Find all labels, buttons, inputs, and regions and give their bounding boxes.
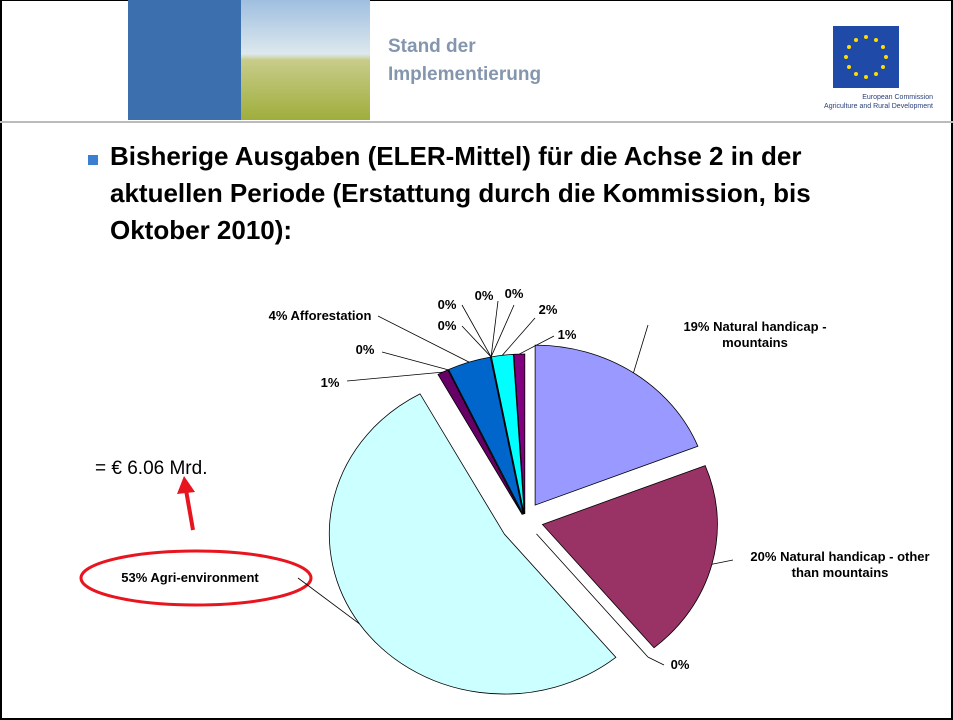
leader-line: [711, 559, 734, 565]
slice-label: 2%: [539, 302, 558, 318]
leader-line: [490, 300, 499, 357]
arrow-head: [177, 476, 195, 494]
annotation: = € 6.06 Mrd.: [95, 458, 208, 479]
value-label: 1%: [557, 327, 577, 342]
leader-line: [502, 317, 536, 356]
pie-slice: [448, 356, 524, 515]
value-label: 53%: [121, 570, 148, 585]
header-title: Implementierung: [388, 64, 541, 85]
slice-label: 0%: [356, 342, 375, 358]
category-label: Natural handicap - mountains: [713, 319, 827, 350]
pie-slice: [534, 344, 699, 506]
value-label: 0%: [504, 286, 524, 301]
slice-label: 1%: [321, 375, 340, 391]
highlight-ellipse: [79, 549, 313, 607]
logo-text: European Commission: [862, 94, 933, 101]
slice-label: 0%: [438, 297, 457, 313]
slice-label: 4% Afforestation: [269, 308, 372, 324]
value-label: 1%: [320, 375, 340, 390]
leader-line: [346, 371, 443, 382]
leader-line: [647, 656, 665, 666]
header-block: [128, 0, 241, 120]
value-label: 19%: [683, 319, 710, 334]
leader-line: [377, 315, 470, 363]
value-label: 0%: [437, 297, 457, 312]
slice-label: 0%: [475, 288, 494, 304]
value-label: 0%: [437, 318, 457, 333]
value-label: 4%: [268, 308, 288, 323]
header-title: Stand der: [388, 36, 476, 57]
category-label: Afforestation: [290, 308, 372, 323]
header-image: [241, 0, 370, 120]
slice-label: 0%: [505, 286, 524, 302]
slice-label: 0%: [438, 318, 457, 334]
slice-label: 20% Natural handicap - other than mounta…: [743, 549, 938, 581]
value-label: 2%: [538, 302, 558, 317]
value-label: 20%: [750, 549, 777, 564]
leader-line: [633, 324, 649, 373]
leader-line: [461, 304, 492, 358]
value-label: 0%: [355, 342, 375, 357]
leader-line: [297, 577, 360, 625]
category-label: Agri-environment: [150, 570, 259, 585]
category-label: Natural handicap - other than mountains: [780, 549, 930, 580]
leader-line: [461, 325, 492, 358]
arrow-shaft: [184, 489, 195, 531]
slice-label: 53% Agri-environment: [121, 570, 259, 586]
leader-line: [381, 351, 449, 371]
value-label: 0%: [670, 657, 690, 672]
leader-line: [519, 335, 555, 355]
leader-line: [490, 304, 515, 358]
slice-label: 0%: [671, 657, 690, 673]
value-label: 0%: [474, 288, 494, 303]
pie-slice: [447, 369, 523, 515]
bullet-text: Bisherige Ausgaben (ELER-Mittel) für die…: [110, 141, 811, 245]
bullet-marker: [88, 155, 98, 165]
slice-label: 1%: [558, 327, 577, 343]
eu-stars: [844, 35, 888, 79]
logo-text: Agriculture and Rural Development: [824, 103, 933, 110]
pie-slice: [328, 393, 617, 695]
slice-label: 19% Natural handicap - mountains: [665, 319, 845, 351]
